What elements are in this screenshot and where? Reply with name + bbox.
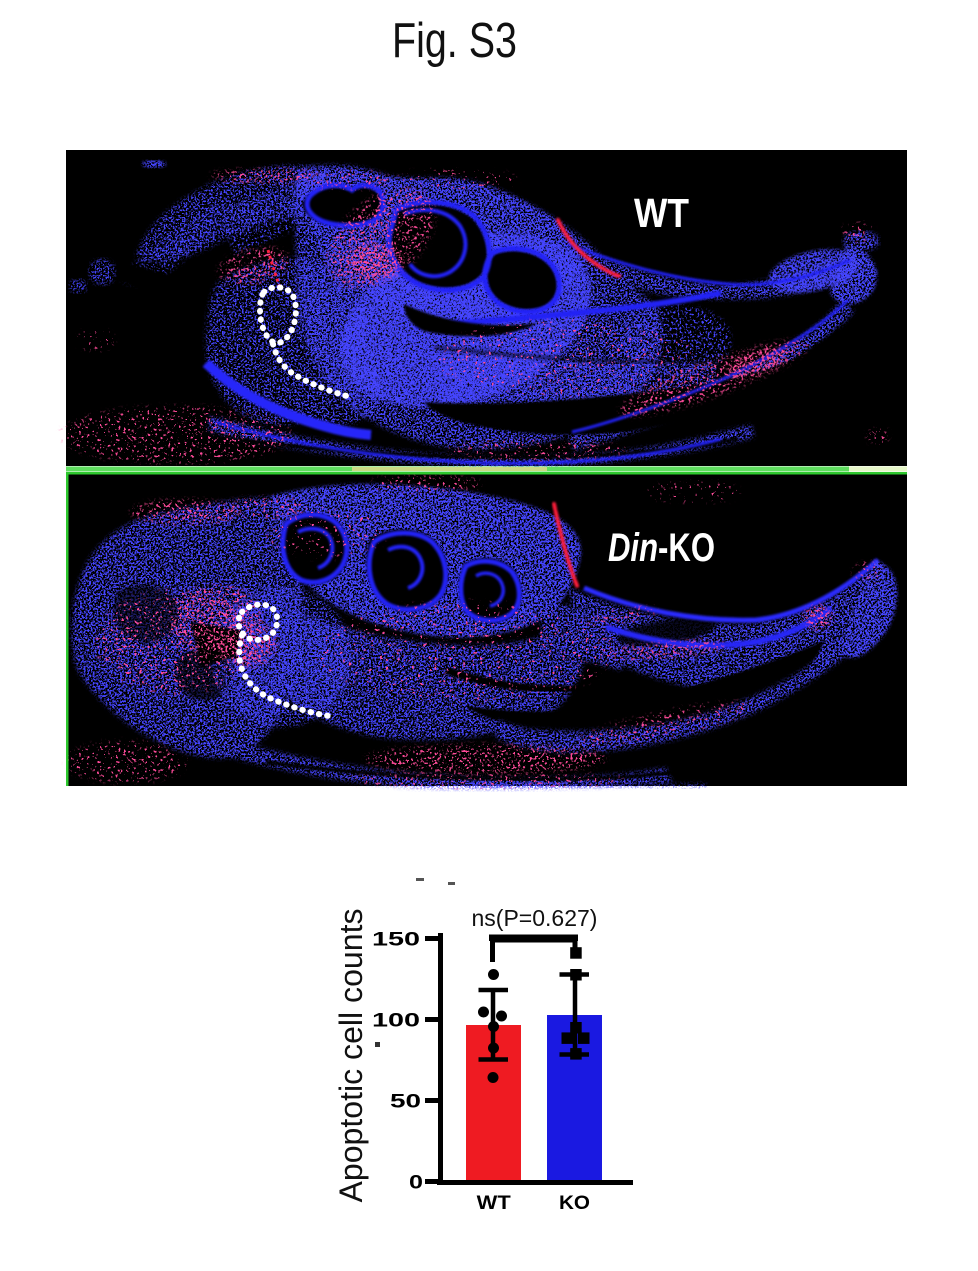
svg-text:Fig. S3: Fig. S3 [392,14,517,68]
svg-text:Din-KO: Din-KO [608,526,715,570]
svg-text:Apoptotic cell counts: Apoptotic cell counts [333,909,369,1203]
svg-text:WT: WT [477,1193,511,1214]
svg-text:150: 150 [372,930,420,951]
svg-text:WT: WT [634,190,689,236]
svg-text:KO: KO [559,1193,590,1214]
svg-text:50: 50 [390,1092,421,1113]
svg-text:100: 100 [372,1011,420,1032]
svg-text:ns(P=0.627): ns(P=0.627) [472,905,598,931]
svg-text:0: 0 [409,1173,423,1194]
